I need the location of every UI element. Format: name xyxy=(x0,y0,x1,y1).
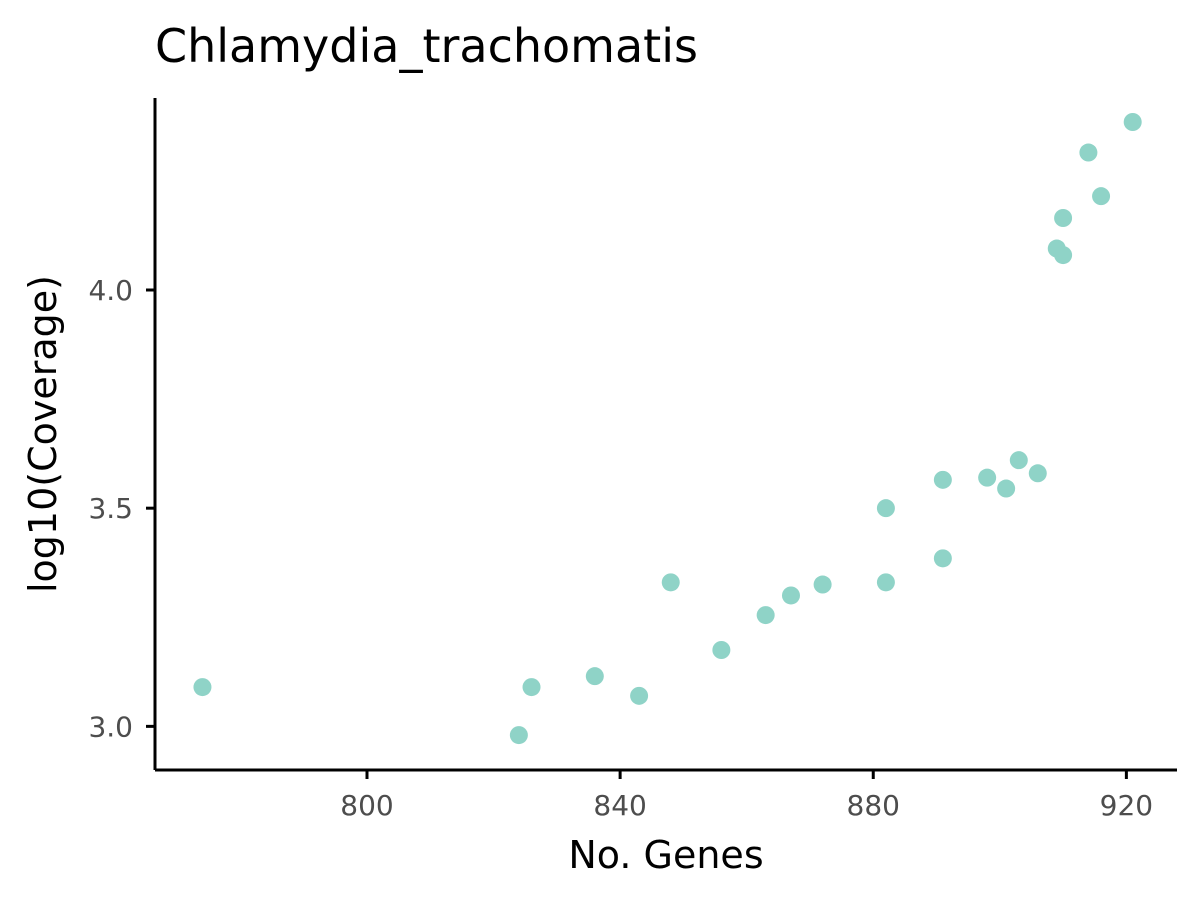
data-point xyxy=(1009,451,1028,470)
x-axis-label: No. Genes xyxy=(568,833,763,877)
data-point xyxy=(813,575,832,594)
data-point xyxy=(585,667,604,686)
data-point xyxy=(1054,246,1073,265)
data-point xyxy=(781,586,800,605)
data-point xyxy=(1092,187,1111,206)
y-axis-label: log10(Coverage) xyxy=(21,275,65,593)
data-point xyxy=(978,468,997,487)
data-point xyxy=(630,686,649,705)
data-point xyxy=(997,479,1016,498)
data-point xyxy=(876,499,895,518)
data-point xyxy=(933,549,952,568)
data-point xyxy=(1054,209,1073,227)
data-point xyxy=(712,641,731,659)
data-point xyxy=(876,573,895,592)
chart-title: Chlamydia_trachomatis xyxy=(155,19,698,73)
x-tick-label: 920 xyxy=(1100,789,1153,822)
data-point xyxy=(193,678,212,697)
data-point xyxy=(1123,113,1142,131)
data-point xyxy=(522,678,541,697)
data-point xyxy=(933,470,952,489)
x-tick-label: 840 xyxy=(593,789,646,822)
data-point xyxy=(1028,464,1047,483)
data-points xyxy=(193,113,1142,745)
data-point xyxy=(509,726,528,745)
data-point xyxy=(1079,143,1098,162)
y-tick-label: 3.0 xyxy=(88,710,133,743)
y-axis-ticks: 3.0 3.5 4.0 xyxy=(88,274,155,743)
data-point xyxy=(756,606,775,625)
x-axis-ticks: 800 840 880 920 xyxy=(340,770,1153,822)
y-tick-label: 4.0 xyxy=(88,274,133,307)
data-point xyxy=(661,573,680,592)
y-tick-label: 3.5 xyxy=(88,492,133,525)
x-tick-label: 800 xyxy=(340,789,393,822)
x-tick-label: 880 xyxy=(847,789,900,822)
